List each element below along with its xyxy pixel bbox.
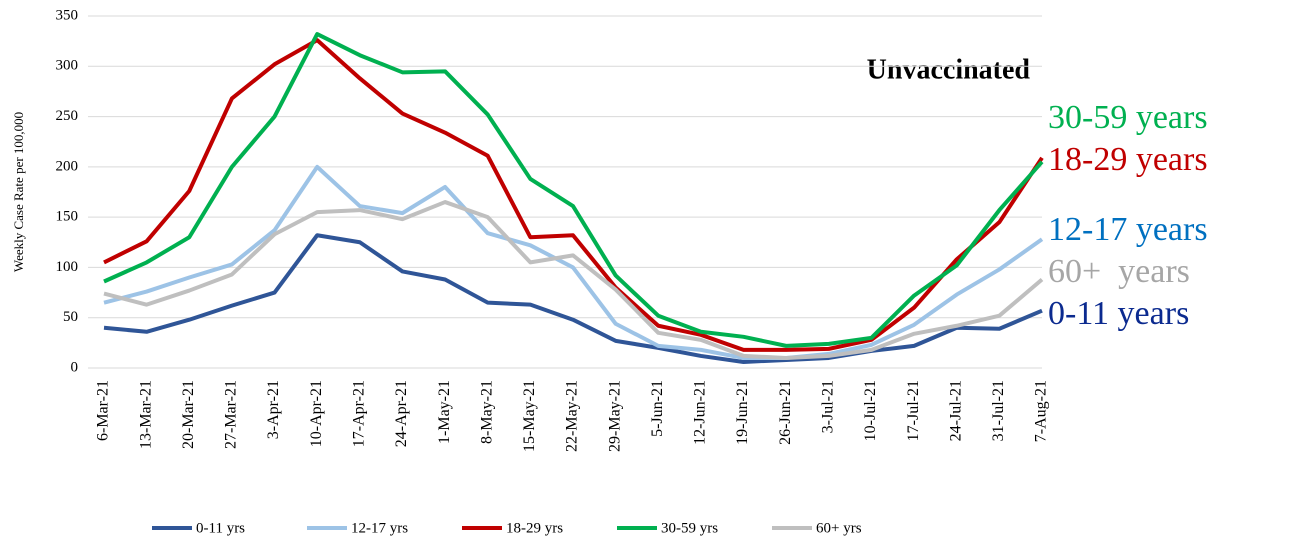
y-tick-label: 200 xyxy=(56,158,79,174)
legend-label: 30-59 yrs xyxy=(661,520,718,536)
end-label: 30-59 years xyxy=(1048,99,1208,136)
end-label: 12-17 years xyxy=(1048,211,1208,248)
y-tick-label: 300 xyxy=(56,58,79,74)
line xyxy=(103,38,1044,352)
legend-label: 0-11 yrs xyxy=(196,520,245,536)
x-tick-label: 29-May-21 xyxy=(606,380,623,452)
line xyxy=(103,32,1044,348)
x-tick-label: 19-Jun-21 xyxy=(734,380,751,445)
x-tick-label: 3-Apr-21 xyxy=(265,380,282,439)
legend-label: 12-17 yrs xyxy=(351,520,408,536)
x-tick-label: 24-Jul-21 xyxy=(947,380,964,441)
x-tick-label: 27-Mar-21 xyxy=(223,380,240,449)
y-tick-label: 0 xyxy=(71,359,79,375)
x-tick-label: 3-Jul-21 xyxy=(819,380,836,433)
x-tick-label: 20-Mar-21 xyxy=(180,380,197,449)
x-tick-label: 22-May-21 xyxy=(564,380,581,452)
x-tick-label: 26-Jun-21 xyxy=(777,380,794,445)
y-tick-label: 50 xyxy=(63,309,78,325)
line xyxy=(103,200,1044,360)
line xyxy=(103,233,1043,364)
y-tick-label: 250 xyxy=(56,108,79,124)
end-label: 18-29 years xyxy=(1048,141,1208,178)
annotation: Unvaccinated xyxy=(867,54,1031,85)
y-tick-label: 150 xyxy=(56,209,79,225)
legend-label: 60+ yrs xyxy=(816,520,862,536)
x-tick-label: 17-Apr-21 xyxy=(350,380,367,447)
end-label: 60+ years xyxy=(1048,253,1190,290)
y-axis-label: Weekly Case Rate per 100,000 xyxy=(11,112,26,272)
x-tick-label: 15-May-21 xyxy=(521,380,538,452)
x-tick-label: 24-Apr-21 xyxy=(393,380,410,447)
x-tick-label: 31-Jul-21 xyxy=(990,380,1007,441)
legend-label: 18-29 yrs xyxy=(506,520,563,536)
x-tick-label: 13-Mar-21 xyxy=(137,380,154,449)
x-tick-label: 12-Jun-21 xyxy=(692,380,709,445)
x-tick-label: 8-May-21 xyxy=(478,380,495,444)
y-tick-label: 350 xyxy=(56,7,79,23)
x-tick-label: 7-Aug-21 xyxy=(1033,380,1050,442)
x-tick-label: 17-Jul-21 xyxy=(905,380,922,441)
x-tick-label: 10-Jul-21 xyxy=(862,380,879,441)
line xyxy=(103,164,1044,360)
x-tick-label: 5-Jun-21 xyxy=(649,380,666,437)
x-tick-label: 1-May-21 xyxy=(436,380,453,444)
x-tick-label: 10-Apr-21 xyxy=(308,380,325,447)
y-tick-label: 100 xyxy=(56,259,79,275)
x-tick-label: 6-Mar-21 xyxy=(95,380,112,441)
end-label: 0-11 years xyxy=(1048,295,1189,332)
